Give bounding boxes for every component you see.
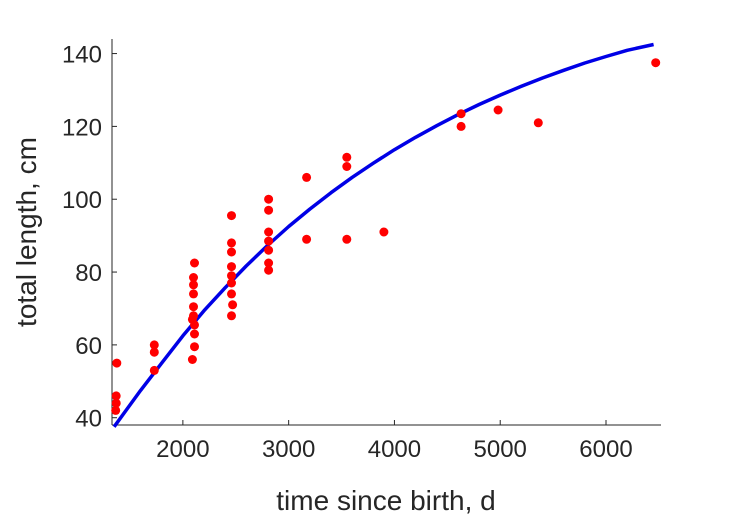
data-point bbox=[227, 271, 236, 281]
fit-curve bbox=[112, 42, 654, 428]
data-point bbox=[456, 109, 466, 119]
x-tick-label: 3000 bbox=[262, 436, 315, 463]
y-tick-label: 60 bbox=[75, 333, 102, 360]
y-tick-label: 40 bbox=[75, 406, 102, 433]
x-tick-label: 2000 bbox=[156, 436, 209, 463]
data-point bbox=[264, 265, 274, 275]
x-ticks: 2000 3000 4000 5000 6000 bbox=[156, 420, 633, 463]
y-tick-label: 80 bbox=[75, 260, 102, 287]
data-point bbox=[379, 227, 389, 237]
data-point bbox=[189, 280, 198, 290]
data-points-group bbox=[111, 58, 661, 415]
data-point bbox=[227, 311, 236, 321]
data-point bbox=[227, 262, 236, 272]
data-point bbox=[227, 211, 236, 221]
data-point bbox=[651, 58, 661, 68]
data-point bbox=[264, 194, 274, 204]
data-point bbox=[342, 162, 352, 171]
data-point bbox=[264, 245, 274, 255]
y-ticks: 40 60 80 100 120 140 bbox=[62, 42, 117, 433]
y-tick-label: 100 bbox=[62, 187, 102, 214]
data-point bbox=[189, 273, 198, 282]
data-point bbox=[190, 342, 199, 352]
data-point bbox=[190, 329, 199, 339]
y-axis-label: total length, cm bbox=[11, 137, 42, 327]
data-point bbox=[342, 234, 352, 244]
data-point bbox=[187, 355, 197, 364]
data-point bbox=[264, 258, 274, 268]
data-point bbox=[189, 311, 198, 321]
x-axis-label: time since birth, d bbox=[276, 485, 495, 516]
data-point bbox=[227, 278, 236, 288]
data-point bbox=[189, 289, 198, 299]
data-point bbox=[190, 258, 199, 268]
data-point bbox=[190, 320, 199, 330]
data-point bbox=[111, 398, 121, 408]
y-tick-label: 120 bbox=[62, 114, 102, 141]
data-point bbox=[264, 227, 274, 237]
data-point bbox=[533, 118, 543, 128]
data-point bbox=[493, 105, 503, 115]
data-point bbox=[149, 347, 159, 357]
data-point bbox=[227, 247, 236, 257]
data-point bbox=[111, 391, 121, 401]
data-point bbox=[342, 152, 352, 162]
x-tick-label: 5000 bbox=[474, 436, 527, 463]
data-point bbox=[149, 365, 159, 375]
x-tick-label: 6000 bbox=[579, 436, 632, 463]
data-point bbox=[456, 121, 466, 131]
fit-curve-group bbox=[112, 42, 654, 428]
data-point bbox=[227, 238, 236, 248]
data-point bbox=[302, 234, 312, 244]
y-tick-label: 140 bbox=[62, 42, 102, 69]
data-point bbox=[264, 236, 274, 246]
data-point bbox=[302, 172, 312, 182]
data-point bbox=[264, 205, 274, 215]
data-point bbox=[149, 340, 159, 350]
data-point bbox=[112, 358, 122, 368]
data-point bbox=[111, 405, 121, 415]
data-point bbox=[189, 302, 198, 312]
x-tick-label: 4000 bbox=[368, 436, 421, 463]
axes bbox=[111, 39, 661, 426]
data-point bbox=[228, 300, 238, 310]
data-point bbox=[227, 289, 236, 299]
